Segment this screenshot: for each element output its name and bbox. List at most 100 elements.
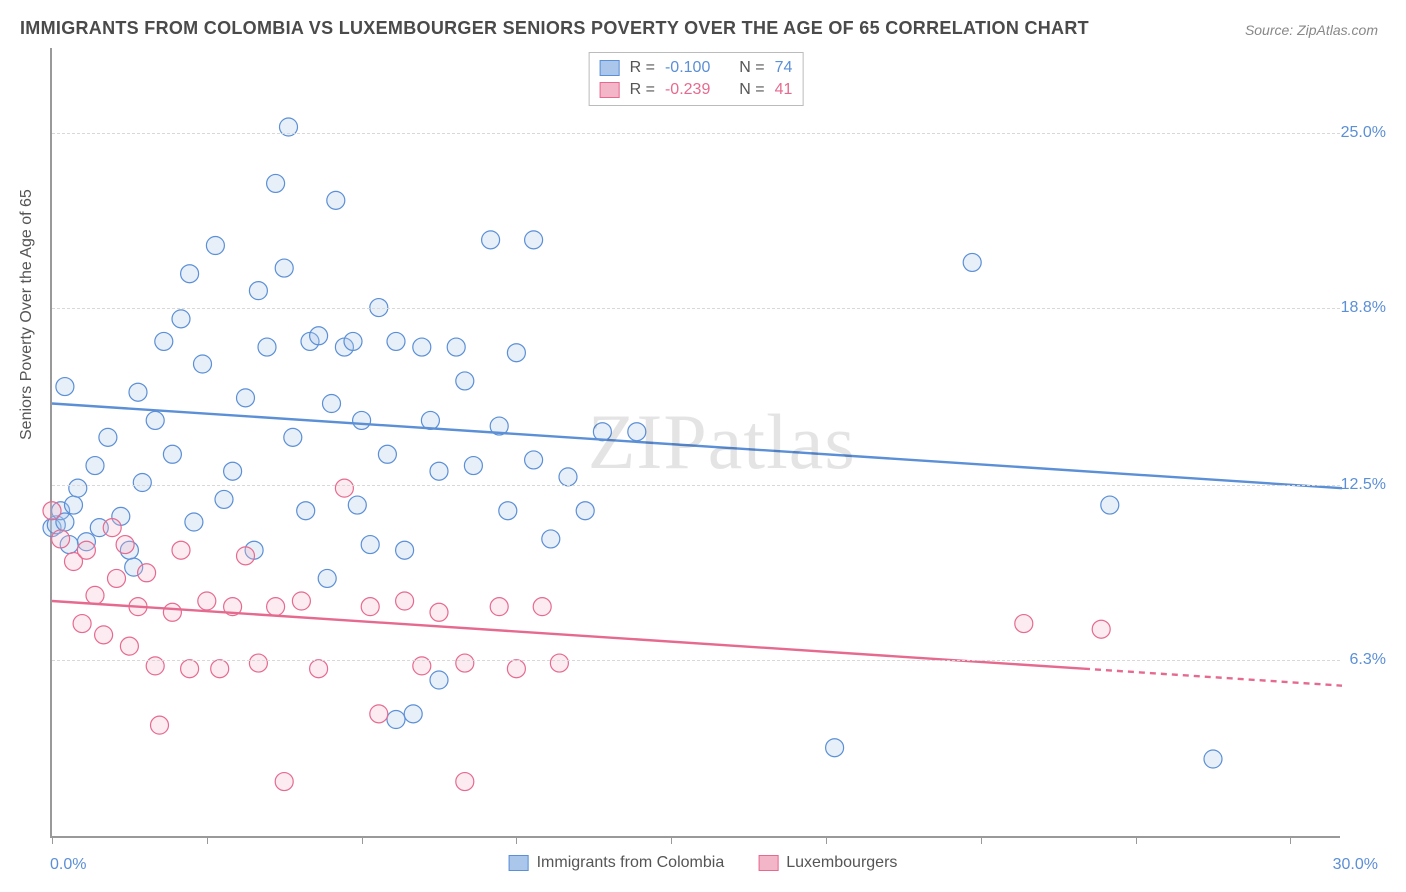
scatter-point [77,541,95,559]
scatter-point [43,502,61,520]
scatter-point [456,654,474,672]
x-tick [671,836,672,844]
x-tick [826,836,827,844]
swatch-series-1-bottom [509,855,529,871]
y-axis-label: Seniors Poverty Over the Age of 65 [18,189,36,440]
legend-item-series-1: Immigrants from Colombia [509,854,725,872]
gridline [52,133,1340,134]
scatter-point [490,598,508,616]
scatter-point [525,231,543,249]
scatter-point [120,637,138,655]
scatter-point [1015,615,1033,633]
plot-area: ZIPatlas R = -0.100 N = 74 R = -0.239 N … [50,48,1340,838]
scatter-point [172,541,190,559]
scatter-point [116,536,134,554]
scatter-point [533,598,551,616]
scatter-point [108,569,126,587]
scatter-point [237,389,255,407]
scatter-point [550,654,568,672]
scatter-point [258,338,276,356]
scatter-point [404,705,422,723]
trend-line-series-2 [52,601,1084,669]
scatter-point [1101,496,1119,514]
chart-title: IMMIGRANTS FROM COLOMBIA VS LUXEMBOURGER… [20,18,1089,39]
scatter-point [370,705,388,723]
r-value-series-1: -0.100 [665,57,710,79]
scatter-point [163,603,181,621]
x-axis-min-label: 0.0% [50,856,86,874]
r-value-series-2: -0.239 [665,79,710,101]
scatter-point [344,332,362,350]
scatter-point [95,626,113,644]
scatter-point [198,592,216,610]
legend-label-series-2: Luxembourgers [786,854,897,872]
scatter-point [163,445,181,463]
scatter-point [378,445,396,463]
scatter-point [542,530,560,548]
scatter-point [576,502,594,520]
x-axis-max-label: 30.0% [1333,856,1378,874]
scatter-point [284,428,302,446]
scatter-point [69,479,87,497]
scatter-point [826,739,844,757]
scatter-point [103,519,121,537]
scatter-point [138,564,156,582]
scatter-point [206,237,224,255]
scatter-point [310,327,328,345]
source-attribution: Source: ZipAtlas.com [1245,22,1378,38]
scatter-point [86,457,104,475]
r-label: R = [630,57,655,79]
scatter-point [181,265,199,283]
gridline [52,485,1340,486]
trend-line-series-1 [52,404,1342,489]
scatter-point [215,490,233,508]
scatter-point [237,547,255,565]
scatter-point [482,231,500,249]
scatter-point [275,773,293,791]
scatter-point [361,536,379,554]
legend-label-series-1: Immigrants from Colombia [537,854,725,872]
scatter-point [353,411,371,429]
y-tick-label: 6.3% [1350,651,1386,669]
swatch-series-1 [600,60,620,76]
scatter-point [396,592,414,610]
scatter-point [387,332,405,350]
scatter-point [499,502,517,520]
scatter-point [525,451,543,469]
x-tick [207,836,208,844]
scatter-point [628,423,646,441]
scatter-point [99,428,117,446]
scatter-point [323,395,341,413]
r-label: R = [630,79,655,101]
scatter-point [318,569,336,587]
scatter-point [275,259,293,277]
scatter-point [151,716,169,734]
correlation-legend: R = -0.100 N = 74 R = -0.239 N = 41 [589,52,804,106]
scatter-point [86,586,104,604]
scatter-point [194,355,212,373]
scatter-point [464,457,482,475]
gridline [52,660,1340,661]
scatter-point [361,598,379,616]
scatter-point [1204,750,1222,768]
scatter-point [507,344,525,362]
x-tick [1290,836,1291,844]
x-tick [1136,836,1137,844]
scatter-point [172,310,190,328]
scatter-point [335,479,353,497]
series-legend: Immigrants from Colombia Luxembourgers [509,854,898,872]
scatter-point [297,502,315,520]
scatter-point [1092,620,1110,638]
gridline [52,308,1340,309]
x-tick [52,836,53,844]
scatter-point [507,660,525,678]
scatter-point [249,282,267,300]
scatter-point [73,615,91,633]
scatter-point [185,513,203,531]
scatter-point [430,603,448,621]
swatch-series-2 [600,82,620,98]
scatter-point [249,654,267,672]
x-tick [362,836,363,844]
n-value-series-2: 41 [775,79,793,101]
scatter-point [396,541,414,559]
